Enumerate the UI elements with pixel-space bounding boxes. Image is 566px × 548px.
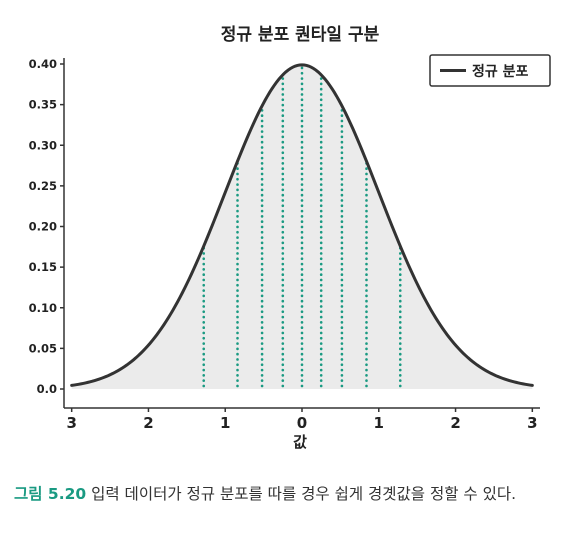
y-tick-label-0: 0.0 bbox=[37, 382, 57, 396]
legend-label: 정규 분포 bbox=[472, 63, 529, 80]
x-tick-label-5: 2 bbox=[450, 414, 460, 432]
y-tick-label-8: 0.40 bbox=[29, 57, 57, 71]
x-tick-label-6: 3 bbox=[527, 414, 537, 432]
y-tick-label-2: 0.10 bbox=[29, 301, 57, 315]
legend: 정규 분포 bbox=[429, 54, 551, 87]
y-tick-label-6: 0.30 bbox=[29, 138, 57, 152]
figure-label: 그림 5.20 bbox=[14, 485, 87, 503]
plot-area: 0.0 0.05 0.10 0.15 0.20 0.25 0.30 0.35 0.40 3 2 1 0 1… bbox=[29, 57, 540, 432]
x-axis-label: 값 bbox=[293, 433, 307, 451]
chart: 정규 분포 퀀타일 구분 0.0 0.05 0.10 0.15 0.20 0.25 0.30… bbox=[29, 24, 551, 451]
normal-distribution-curve bbox=[70, 63, 534, 387]
y-tick-label-1: 0.05 bbox=[29, 341, 57, 355]
y-tick-label-5: 0.25 bbox=[29, 179, 57, 193]
y-tick-label-4: 0.20 bbox=[29, 220, 57, 234]
legend-box bbox=[429, 54, 551, 87]
x-tick-label-2: 1 bbox=[220, 414, 230, 432]
x-tick-label-1: 2 bbox=[143, 414, 153, 432]
figure-caption: 그림 5.20 입력 데이터가 정규 분포를 따를 경우 쉽게 경곗값을 정할 … bbox=[14, 480, 554, 508]
y-tick-label-7: 0.35 bbox=[29, 98, 57, 112]
x-tick-label-0: 3 bbox=[66, 414, 76, 432]
x-tick-label-3: 0 bbox=[297, 414, 307, 432]
x-tick-label-4: 1 bbox=[374, 414, 384, 432]
chart-title: 정규 분포 퀀타일 구분 bbox=[221, 24, 380, 45]
caption-text: 입력 데이터가 정규 분포를 따를 경우 쉽게 경곗값을 정할 수 있다. bbox=[91, 485, 517, 503]
y-tick-label-3: 0.15 bbox=[29, 260, 57, 274]
